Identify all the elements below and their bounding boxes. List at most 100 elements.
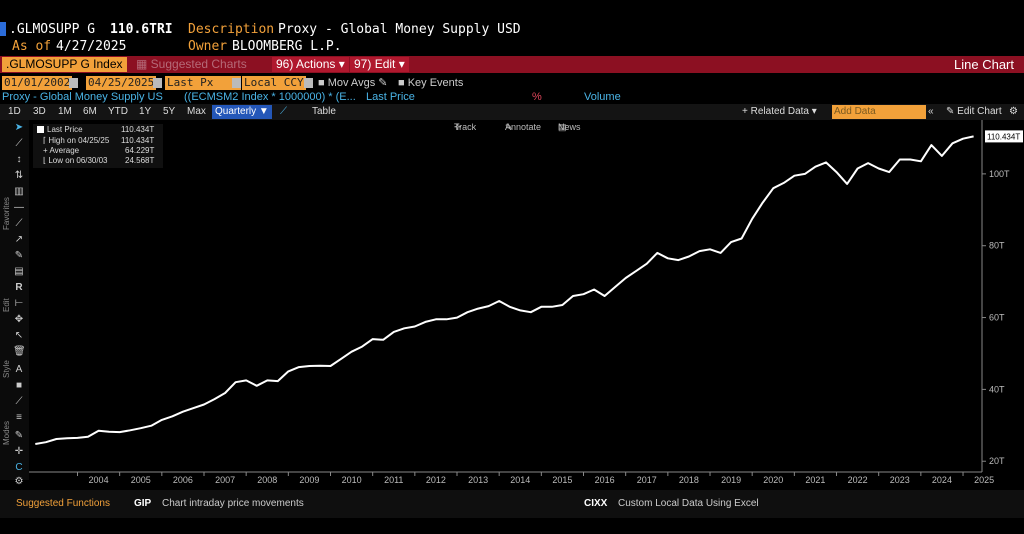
crosshair-icon: ✛ xyxy=(454,122,462,132)
arrow-icon[interactable]: ↗ xyxy=(14,234,24,245)
calendar-icon[interactable] xyxy=(69,78,78,88)
mov-avgs-label: Mov Avgs xyxy=(327,77,376,89)
gip-description[interactable]: Chart intraday price movements xyxy=(162,498,304,509)
chevron-down-icon[interactable] xyxy=(304,78,313,88)
low-label: ⌊ Low on 06/30/03 xyxy=(43,156,108,165)
description: Proxy - Global Money Supply USD xyxy=(278,22,521,37)
ticker: .GLMOSUPP G xyxy=(9,22,96,37)
actions-button[interactable]: 96) Actions ▾ xyxy=(272,57,349,72)
line-chart[interactable]: 20T 40T 60T 80T 100T 2004 2005 2006 2007 2008 2009… xyxy=(29,120,1024,490)
key-events-label: Key Events xyxy=(407,77,464,89)
mov-avgs-toggle[interactable]: ■ Mov Avgs ✎ xyxy=(318,76,387,90)
start-date-field[interactable]: 01/01/2002 xyxy=(2,76,73,90)
chart-type-label[interactable]: Line Chart xyxy=(954,57,1014,72)
currency-select[interactable]: Local CCY xyxy=(242,76,306,90)
x-tick-label: 2012 xyxy=(426,475,446,485)
x-tick-label: 2024 xyxy=(932,475,952,485)
field-select[interactable]: Last Px xyxy=(165,76,241,90)
caret-down-icon: ▾ xyxy=(398,57,405,71)
chart-icon: ▦ xyxy=(136,57,151,71)
calendar-icon[interactable] xyxy=(153,78,162,88)
security-index-field[interactable]: .GLMOSUPP G Index xyxy=(2,57,127,72)
suggested-functions-label[interactable]: Suggested Functions xyxy=(16,498,110,509)
x-tick-label: 2018 xyxy=(679,475,699,485)
settings-icon[interactable]: ⚙ xyxy=(14,476,24,487)
tab-max[interactable]: Max xyxy=(187,106,206,117)
channel-icon[interactable]: ▥ xyxy=(14,186,24,197)
collapse-icon[interactable]: « xyxy=(928,106,934,117)
owner: BLOOMBERG L.P. xyxy=(232,39,342,54)
key-events-toggle[interactable]: ■ Key Events xyxy=(398,76,463,90)
series-line[interactable] xyxy=(35,135,974,445)
tab-6m[interactable]: 6M xyxy=(83,106,97,117)
x-tick-label: 2014 xyxy=(510,475,530,485)
caret-down-icon: ▾ xyxy=(338,57,345,71)
tab-1y[interactable]: 1Y xyxy=(139,106,152,117)
x-tick-label: 2007 xyxy=(215,475,235,485)
asof-label: As of xyxy=(12,39,52,54)
brush-icon[interactable]: ✎ xyxy=(14,250,24,261)
chart-line-icon[interactable]: ⟋ xyxy=(280,106,287,117)
trend-icon[interactable]: ↕ xyxy=(16,154,22,165)
related-data-label: Related Data xyxy=(750,106,809,117)
tab-1m[interactable]: 1M xyxy=(58,106,72,117)
gear-icon[interactable]: ⚙ xyxy=(1009,106,1018,117)
band-icon[interactable]: ▤ xyxy=(14,266,24,277)
mode-pencil-icon[interactable]: ✎ xyxy=(14,430,24,441)
move-icon[interactable]: ✥ xyxy=(14,314,24,325)
y-tick-label: 20T xyxy=(989,456,1005,466)
edit-label: Edit xyxy=(374,57,396,71)
tab-1d[interactable]: 1D xyxy=(8,106,21,117)
tab-5y[interactable]: 5Y xyxy=(163,106,176,117)
function-toolbar: .GLMOSUPP G Index ▦ Suggested Charts 96)… xyxy=(0,56,1024,73)
average-value: 64.229T xyxy=(125,146,155,155)
y-tick-label: 80T xyxy=(989,241,1005,251)
table-tab[interactable]: Table xyxy=(312,106,336,117)
related-data-button[interactable]: + Related Data ▾ xyxy=(742,106,817,117)
edit-button[interactable]: 97) Edit ▾ xyxy=(350,57,409,72)
end-date-field[interactable]: 04/25/2025 xyxy=(86,76,157,90)
series-name[interactable]: Proxy - Global Money Supply US xyxy=(2,91,163,103)
gip-code[interactable]: GIP xyxy=(134,498,152,509)
cixx-code[interactable]: CIXX xyxy=(584,498,608,509)
asof-date: 4/27/2025 xyxy=(56,39,127,54)
fib-icon[interactable]: ⇅ xyxy=(14,170,24,181)
series-formula[interactable]: ((ECMSM2 Index * 1000000) * (E... xyxy=(184,91,356,103)
draw-line-icon[interactable]: ⟋ xyxy=(15,138,23,149)
low-value: 24.568T xyxy=(125,156,155,165)
ratio-icon[interactable]: R xyxy=(15,282,23,293)
x-tick-label: 2021 xyxy=(805,475,825,485)
checkbox-icon: ■ xyxy=(398,77,408,89)
x-tick-label: 2023 xyxy=(890,475,910,485)
high-label: ⌈ High on 04/25/25 xyxy=(43,136,109,145)
cixx-description[interactable]: Custom Local Data Using Excel xyxy=(618,498,759,509)
trash-icon[interactable]: 🗑 xyxy=(13,346,26,357)
tab-3d[interactable]: 3D xyxy=(33,106,46,117)
suggested-charts-button[interactable]: ▦ Suggested Charts xyxy=(136,56,247,73)
text-style-icon[interactable]: A xyxy=(15,364,23,375)
frequency-select[interactable]: Quarterly ▼ xyxy=(212,105,272,119)
segment-icon[interactable]: ⟋ xyxy=(15,218,23,229)
x-tick-label: 2013 xyxy=(468,475,488,485)
security-header: .GLMOSUPP G 110.6TRI Description Proxy -… xyxy=(0,0,1024,56)
line-color-icon[interactable]: ⟋ xyxy=(15,396,23,407)
edit-chart-button[interactable]: ✎ Edit Chart xyxy=(946,105,1002,119)
tab-ytd[interactable]: YTD xyxy=(108,106,128,117)
fill-color-icon[interactable]: ■ xyxy=(15,380,23,391)
select-icon[interactable]: ↖ xyxy=(14,330,24,341)
edit-chart-label: Edit Chart xyxy=(957,106,1002,117)
pencil-icon: ✎ xyxy=(505,122,513,132)
y-tick-label: 40T xyxy=(989,384,1005,394)
crosshair-icon[interactable]: ✛ xyxy=(14,446,24,457)
cursor-icon[interactable]: ➤ xyxy=(14,122,24,133)
modes-label: Modes xyxy=(2,420,11,445)
line-weight-icon[interactable]: ≡ xyxy=(16,412,22,423)
news-icon: ▤ xyxy=(558,122,567,132)
mode-c-icon[interactable]: C xyxy=(15,462,23,473)
hline-icon[interactable]: — xyxy=(14,202,24,213)
suggested-functions-bar: Suggested Functions GIP Chart intraday p… xyxy=(0,490,1024,518)
measure-icon[interactable]: ⊢ xyxy=(14,298,24,309)
x-tick-label: 2011 xyxy=(384,475,403,485)
add-data-input[interactable]: Add Data xyxy=(832,105,926,119)
chevron-down-icon[interactable] xyxy=(232,78,241,88)
